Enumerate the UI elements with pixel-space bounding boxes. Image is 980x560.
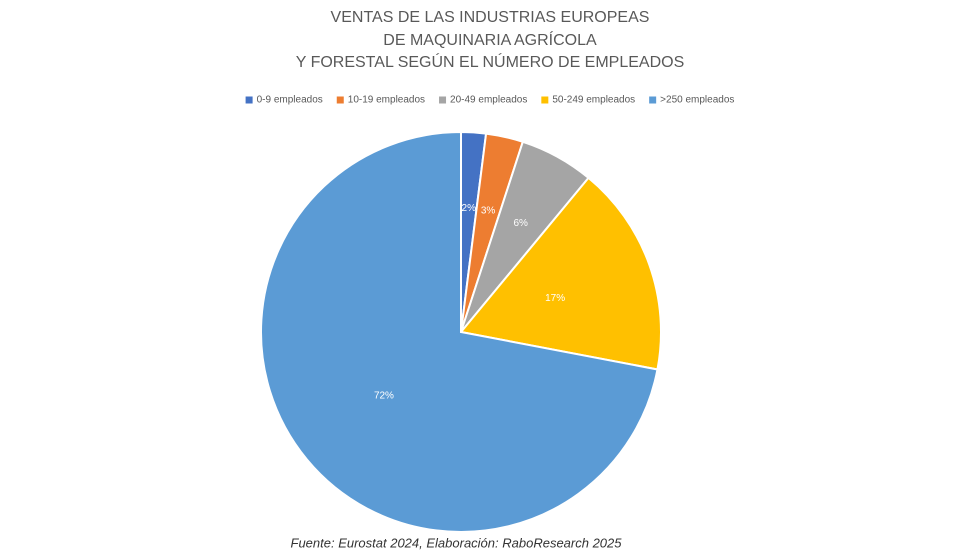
value-label: 72%: [374, 390, 394, 401]
legend-swatch: [649, 96, 657, 104]
legend-item: >250 empleados: [649, 95, 734, 106]
chart-title: DE MAQUINARIA AGRÍCOLA: [383, 30, 597, 49]
legend-swatch: [336, 96, 344, 104]
legend-label: 10-19 empleados: [348, 95, 425, 106]
legend-swatch: [541, 96, 549, 104]
pie-slice: [260, 130, 659, 533]
legend-item: 0-9 empleados: [245, 95, 323, 106]
legend-label: 50-249 empleados: [552, 95, 635, 106]
value-label: 6%: [514, 218, 529, 229]
legend-label: >250 empleados: [660, 95, 734, 106]
pie-slice: [459, 176, 662, 371]
legend-swatch: [245, 96, 253, 104]
chart-title: VENTAS DE LAS INDUSTRIAS EUROPEAS: [331, 9, 650, 26]
chart-title: Y FORESTAL SEGÚN EL NÚMERO DE EMPLEADOS: [296, 52, 685, 71]
legend-item: 20-49 empleados: [439, 95, 527, 106]
source-note: Fuente: Eurostat 2024, Elaboración: Rabo…: [291, 535, 623, 550]
legend-item: 10-19 empleados: [336, 95, 425, 106]
value-label: 2%: [462, 203, 477, 214]
legend-label: 20-49 empleados: [450, 95, 527, 106]
legend-swatch: [439, 96, 447, 104]
value-label: 3%: [481, 206, 496, 217]
legend-label: 0-9 empleados: [257, 95, 323, 106]
value-label: 17%: [545, 293, 565, 304]
legend-item: 50-249 empleados: [541, 95, 635, 106]
